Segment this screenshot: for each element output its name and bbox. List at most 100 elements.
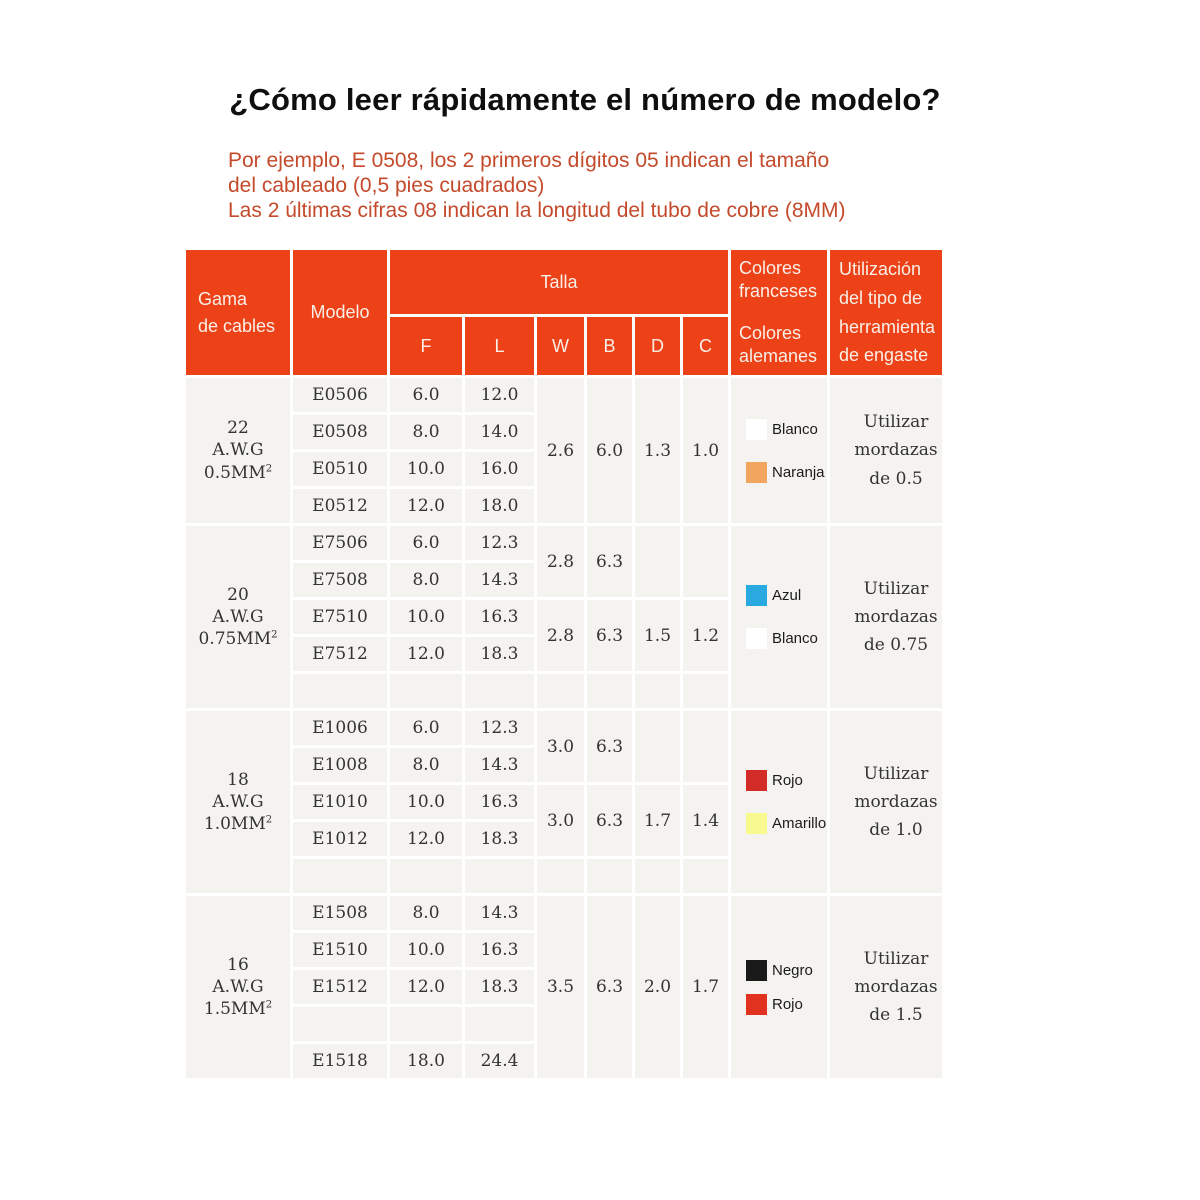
l-value: 16.3 bbox=[465, 933, 534, 967]
f-value: 12.0 bbox=[390, 970, 462, 1004]
colors-cell: Rojo Amarillo bbox=[731, 711, 827, 893]
w-value: 3.5 bbox=[537, 896, 584, 1078]
l-value: 18.3 bbox=[465, 822, 534, 856]
gauge-cell-18awg: 18 A.W.G 1.0MM2 bbox=[186, 711, 290, 893]
model-cell: E1008 bbox=[293, 748, 387, 782]
table-row: E0510 10.0 16.0 bbox=[186, 452, 942, 486]
l-value: 14.3 bbox=[465, 896, 534, 930]
empty-cell bbox=[587, 859, 632, 893]
empty-cell bbox=[390, 1007, 462, 1041]
f-value: 12.0 bbox=[390, 489, 462, 523]
l-value: 18.0 bbox=[465, 489, 534, 523]
intro-line-2: del cableado (0,5 pies cuadrados) bbox=[228, 174, 545, 197]
l-value: 16.0 bbox=[465, 452, 534, 486]
header-colores-franceses: Colores franceses bbox=[739, 257, 818, 302]
table-row: 18 A.W.G 1.0MM2 E1006 6.0 12.3 3.0 6.3 R… bbox=[186, 711, 942, 893]
table-row: E7512 12.0 18.3 bbox=[186, 637, 942, 671]
l-value: 12.3 bbox=[465, 526, 534, 560]
empty-cell bbox=[465, 674, 534, 708]
table-row: E0508 8.0 14.0 bbox=[186, 415, 942, 449]
table-row: E1010 10.0 16.3 3.0 6.3 1.7 1.4 bbox=[186, 785, 942, 856]
empty-cell bbox=[587, 674, 632, 708]
f-value: 12.0 bbox=[390, 822, 462, 856]
color-swatch-negro bbox=[746, 959, 767, 981]
f-value: 8.0 bbox=[390, 896, 462, 930]
color-swatch-blanco bbox=[746, 418, 767, 440]
gauge-cell-22awg: 22 A.W.G 0.5MM2 bbox=[186, 378, 290, 523]
l-value: 18.3 bbox=[465, 637, 534, 671]
color-entry: Amarillo bbox=[746, 813, 826, 834]
f-value: 10.0 bbox=[390, 600, 462, 634]
model-cell: E0506 bbox=[293, 378, 387, 412]
gauge-cell-20awg: 20 A.W.G 0.75MM2 bbox=[186, 526, 290, 708]
color-entry: Blanco bbox=[746, 628, 818, 649]
f-value: 10.0 bbox=[390, 452, 462, 486]
header-herramienta: Utilización del tipo de herramienta de e… bbox=[830, 250, 942, 375]
table-row-spacer bbox=[186, 674, 942, 708]
w-value: 3.0 bbox=[537, 711, 584, 782]
l-value: 16.3 bbox=[465, 785, 534, 819]
empty-cell bbox=[635, 674, 680, 708]
spec-table: Gama de cables Modelo Talla Colores fran… bbox=[183, 247, 945, 1081]
model-cell: E0508 bbox=[293, 415, 387, 449]
table-row: E0512 12.0 18.0 bbox=[186, 489, 942, 523]
header-col-b: B bbox=[587, 317, 632, 375]
model-cell: E1512 bbox=[293, 970, 387, 1004]
color-entry: Blanco bbox=[746, 418, 818, 440]
c-value: 1.7 bbox=[683, 896, 728, 1078]
w-value: 2.8 bbox=[537, 526, 584, 597]
header-col-w: W bbox=[537, 317, 584, 375]
f-value: 8.0 bbox=[390, 415, 462, 449]
tool-cell: Utilizar mordazas de 0.5 bbox=[830, 378, 942, 523]
table-row: 22 A.W.G 0.5MM2 E0506 6.0 12.0 2.6 6.0 1… bbox=[186, 378, 942, 523]
header-talla: Talla bbox=[390, 250, 728, 314]
f-value: 18.0 bbox=[390, 1044, 462, 1078]
empty-cell bbox=[635, 711, 680, 782]
table-row-spacer bbox=[186, 1007, 942, 1041]
empty-cell bbox=[293, 859, 387, 893]
empty-cell bbox=[635, 526, 680, 597]
w-value: 2.8 bbox=[537, 600, 584, 671]
intro-text: Por ejemplo, E 0508, los 2 primeros dígi… bbox=[228, 148, 846, 223]
f-value: 8.0 bbox=[390, 563, 462, 597]
model-cell: E7510 bbox=[293, 600, 387, 634]
intro-line-1: Por ejemplo, E 0508, los 2 primeros dígi… bbox=[228, 149, 830, 172]
f-value: 10.0 bbox=[390, 785, 462, 819]
empty-cell bbox=[537, 674, 584, 708]
table-row: E7510 10.0 16.3 2.8 6.3 1.5 1.2 bbox=[186, 600, 942, 671]
empty-cell bbox=[390, 674, 462, 708]
color-entry: Naranja bbox=[746, 461, 825, 483]
table-row: E1012 12.0 18.3 bbox=[186, 822, 942, 856]
b-value: 6.0 bbox=[587, 378, 632, 523]
tool-cell: Utilizar mordazas de 1.0 bbox=[830, 711, 942, 893]
header-col-d: D bbox=[635, 317, 680, 375]
b-value: 6.3 bbox=[587, 711, 632, 782]
l-value: 24.4 bbox=[465, 1044, 534, 1078]
empty-cell bbox=[635, 859, 680, 893]
colors-cell: Azul Blanco bbox=[731, 526, 827, 708]
page-title: ¿Cómo leer rápidamente el número de mode… bbox=[229, 82, 941, 117]
colors-cell: Blanco Naranja bbox=[731, 378, 827, 523]
tool-cell: Utilizar mordazas de 1.5 bbox=[830, 896, 942, 1078]
empty-cell bbox=[465, 859, 534, 893]
f-value: 6.0 bbox=[390, 711, 462, 745]
f-value: 12.0 bbox=[390, 637, 462, 671]
b-value: 6.3 bbox=[587, 600, 632, 671]
f-value: 8.0 bbox=[390, 748, 462, 782]
empty-cell bbox=[683, 859, 728, 893]
b-value: 6.3 bbox=[587, 785, 632, 856]
d-value: 1.3 bbox=[635, 378, 680, 523]
l-value: 14.3 bbox=[465, 563, 534, 597]
table-row: E1512 12.0 18.3 bbox=[186, 970, 942, 1004]
model-cell: E1508 bbox=[293, 896, 387, 930]
b-value: 6.3 bbox=[587, 526, 632, 597]
c-value: 1.4 bbox=[683, 785, 728, 856]
model-cell: E0512 bbox=[293, 489, 387, 523]
color-entry: Rojo bbox=[746, 993, 803, 1015]
table-row: E1518 18.0 24.4 bbox=[186, 1044, 942, 1078]
header-gama-de-cables: Gama de cables bbox=[186, 250, 290, 375]
intro-line-3: Las 2 últimas cifras 08 indican la longi… bbox=[228, 199, 846, 222]
f-value: 10.0 bbox=[390, 933, 462, 967]
c-value: 1.2 bbox=[683, 600, 728, 671]
